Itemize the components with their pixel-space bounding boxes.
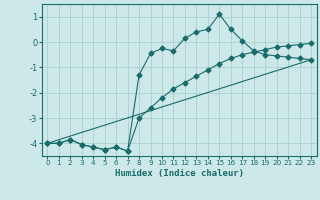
X-axis label: Humidex (Indice chaleur): Humidex (Indice chaleur) xyxy=(115,169,244,178)
